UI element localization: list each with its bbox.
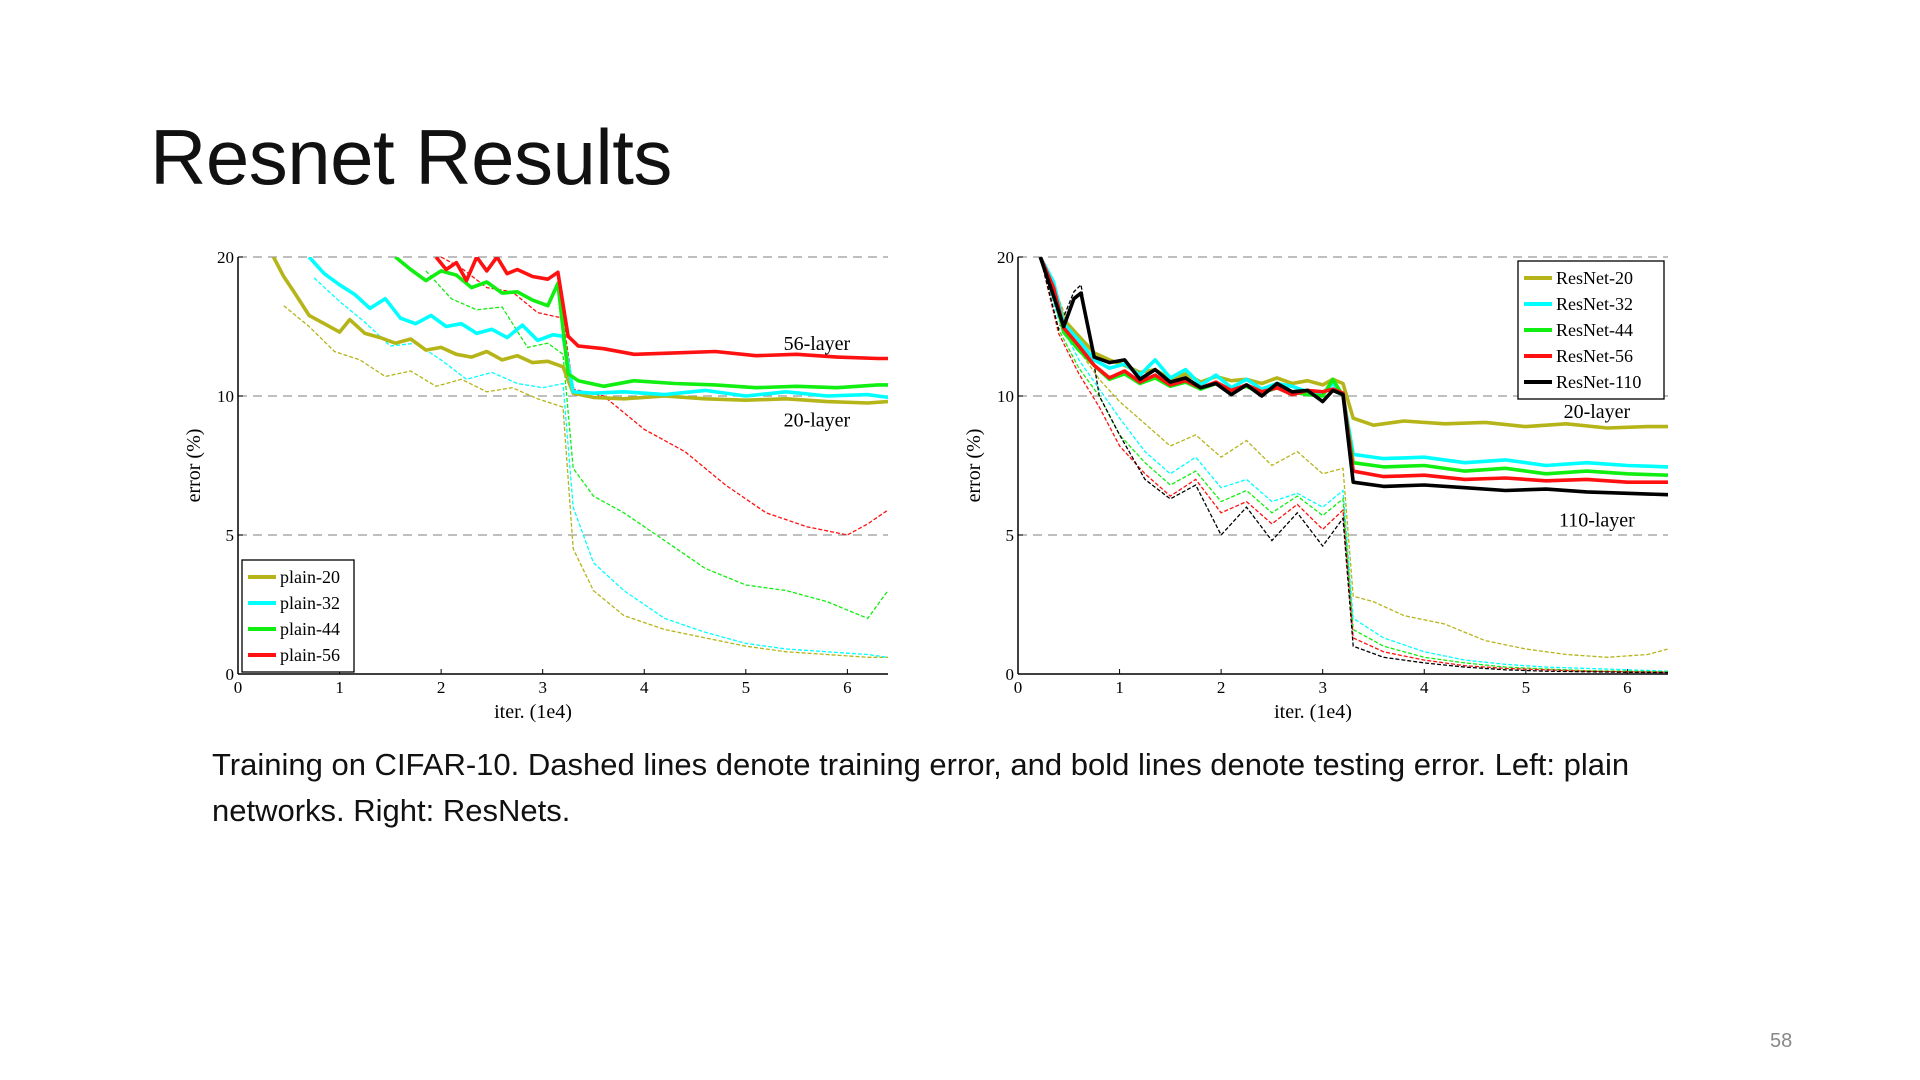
y-axis-label: error (%): [183, 429, 205, 503]
slide-number: 58: [1770, 1030, 1793, 1052]
annotation-label: 56-layer: [784, 333, 851, 355]
test-line-resnet-32: [1038, 257, 1668, 469]
y-tick-label: 5: [1006, 526, 1015, 545]
legend-label-plain-32: plain-32: [280, 593, 340, 613]
train-line-resnet-56: [1039, 257, 1668, 673]
x-tick-label: 1: [1115, 678, 1124, 697]
x-axis-label: iter. (1e4): [1274, 701, 1352, 723]
y-tick-label: 5: [226, 526, 235, 545]
x-tick-label: 6: [843, 678, 852, 697]
x-tick-label: 2: [437, 678, 446, 697]
series-group: [271, 257, 888, 658]
test-line-resnet-56: [1038, 257, 1668, 484]
y-tick-label: 10: [217, 387, 234, 406]
y-tick-label: 20: [997, 248, 1014, 267]
y-tick-label: 0: [1006, 665, 1015, 684]
annotation-label: 20-layer: [1564, 401, 1631, 423]
figure-caption: Training on CIFAR-10. Dashed lines denot…: [212, 747, 1630, 828]
legend-label-resnet-44: ResNet-44: [1556, 320, 1633, 340]
x-axis-label: iter. (1e4): [494, 701, 572, 723]
chart-plain-networks: 0 1 2 3 4 5 6 0 5 10 20 iter. (1e4) error (%) 56-laye…: [183, 248, 888, 723]
legend-label-resnet-56: ResNet-56: [1556, 346, 1633, 366]
chart-resnets: 0 1 2 3 4 5 6 0 5 10 20 iter. (1e4) error (%) 20-laye…: [963, 248, 1668, 723]
legend-label-resnet-20: ResNet-20: [1556, 268, 1633, 288]
legend-label-resnet-110: ResNet-110: [1556, 372, 1641, 392]
x-tick-label: 1: [335, 678, 344, 697]
test-line-plain-56: [434, 257, 888, 361]
test-line-resnet-110: [1038, 257, 1668, 497]
legend-label-resnet-32: ResNet-32: [1556, 294, 1633, 314]
slide-title: Resnet Results: [150, 113, 672, 201]
x-tick-label: 5: [1522, 678, 1531, 697]
legend: plain-20 plain-32 plain-44 plain-56: [241, 559, 355, 673]
x-tick-label: 3: [1318, 678, 1327, 697]
train-line-plain-20: [283, 305, 888, 658]
train-line-resnet-32: [1039, 257, 1668, 672]
x-tick-label: 4: [640, 678, 649, 697]
x-tick-label: 2: [1217, 678, 1226, 697]
train-line-resnet-110: [1039, 257, 1668, 674]
x-tick-label: 3: [538, 678, 547, 697]
train-line-plain-32: [313, 277, 888, 658]
y-tick-label: 0: [226, 665, 235, 684]
legend-label-plain-20: plain-20: [280, 567, 340, 587]
test-line-plain-32: [307, 257, 888, 400]
y-tick-label: 10: [997, 387, 1014, 406]
test-line-plain-20: [271, 257, 888, 405]
y-tick-label: 20: [217, 248, 234, 267]
series-group: [1038, 257, 1668, 674]
annotation-label: 20-layer: [784, 410, 851, 432]
legend-label-plain-44: plain-44: [280, 619, 340, 639]
x-tick-label: 0: [234, 678, 243, 697]
legend-label-plain-56: plain-56: [280, 645, 340, 665]
legend: ResNet-20 ResNet-32 ResNet-44 ResNet-56 ResN…: [1517, 260, 1665, 400]
annotation-label: 110-layer: [1559, 510, 1635, 532]
x-tick-label: 5: [742, 678, 751, 697]
y-axis-label: error (%): [963, 429, 985, 503]
x-tick-label: 6: [1623, 678, 1632, 697]
x-tick-label: 4: [1420, 678, 1429, 697]
train-line-plain-44: [425, 270, 888, 620]
x-tick-label: 0: [1014, 678, 1023, 697]
